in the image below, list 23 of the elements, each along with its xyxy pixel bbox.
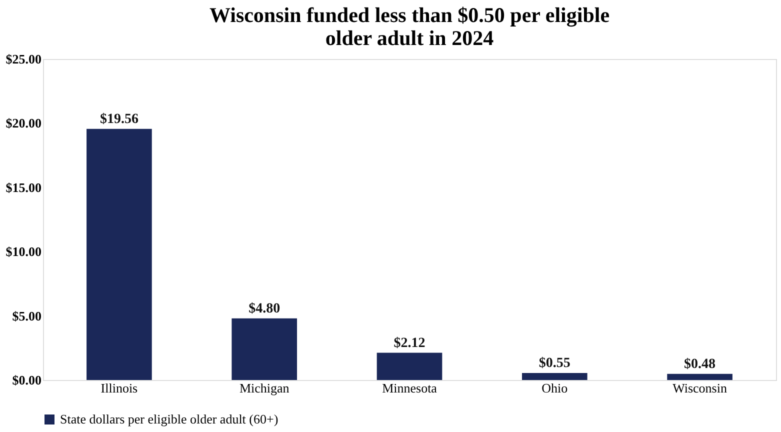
x-tick-label: Michigan: [239, 380, 290, 396]
x-tick-label: Illinois: [100, 380, 138, 396]
text: $4.80: [248, 301, 280, 316]
y-tick-label: $20.00: [6, 116, 42, 131]
legend-label: State dollars per eligible older adult (60+): [60, 412, 278, 426]
bar: [86, 128, 152, 380]
chart-title: Wisconsin funded less than $0.50 per eligible older adult in 2024: [209, 3, 610, 50]
x-tick-label: Minnesota: [382, 380, 438, 396]
y-tick-label: $0.00: [12, 372, 42, 388]
bar: [667, 374, 732, 380]
bar: [376, 352, 442, 380]
bar: [232, 318, 298, 380]
text: $0.55: [538, 356, 570, 371]
y-tick-label: $15.00: [6, 180, 42, 195]
y-tick-label: $5.00: [12, 308, 42, 324]
text: $0.48: [684, 356, 716, 372]
x-tick-label: Ohio: [542, 380, 568, 396]
text: $2.12: [394, 336, 426, 351]
bar: [522, 372, 588, 380]
x-tick-label: Wisconsin: [672, 380, 728, 396]
y-tick-label: $25.00: [6, 52, 42, 66]
y-tick-label: $10.00: [6, 244, 42, 260]
text: $19.56: [100, 112, 138, 127]
